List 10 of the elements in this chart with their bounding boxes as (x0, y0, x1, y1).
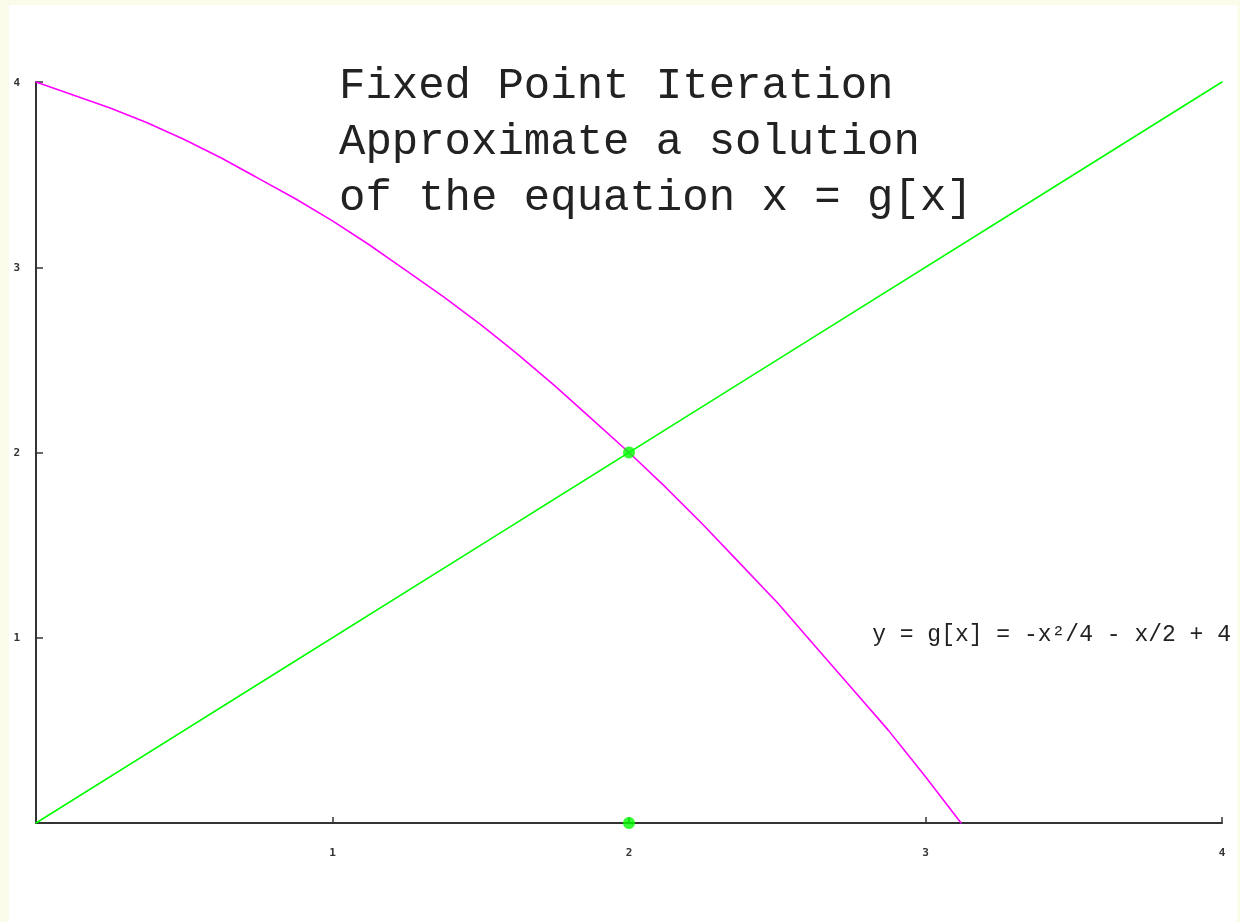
x-tick-label: 4 (1218, 846, 1226, 859)
y-tick-label: 1 (13, 631, 21, 645)
text: Fixed Point Iteration Approximate a solution of the equation x = g[x] (339, 61, 973, 223)
y-tick-label: 4 (13, 75, 21, 89)
annotation: y = g[x] = -x²/4 - x/2 + 4 (872, 621, 1231, 648)
y-tick-label: 2 (13, 446, 20, 459)
x-tick-label: 1 (329, 846, 337, 859)
y-tick-label: 3 (13, 260, 20, 274)
x-tick-label: 2 (625, 846, 633, 859)
x-tick-label: 3 (922, 846, 929, 859)
